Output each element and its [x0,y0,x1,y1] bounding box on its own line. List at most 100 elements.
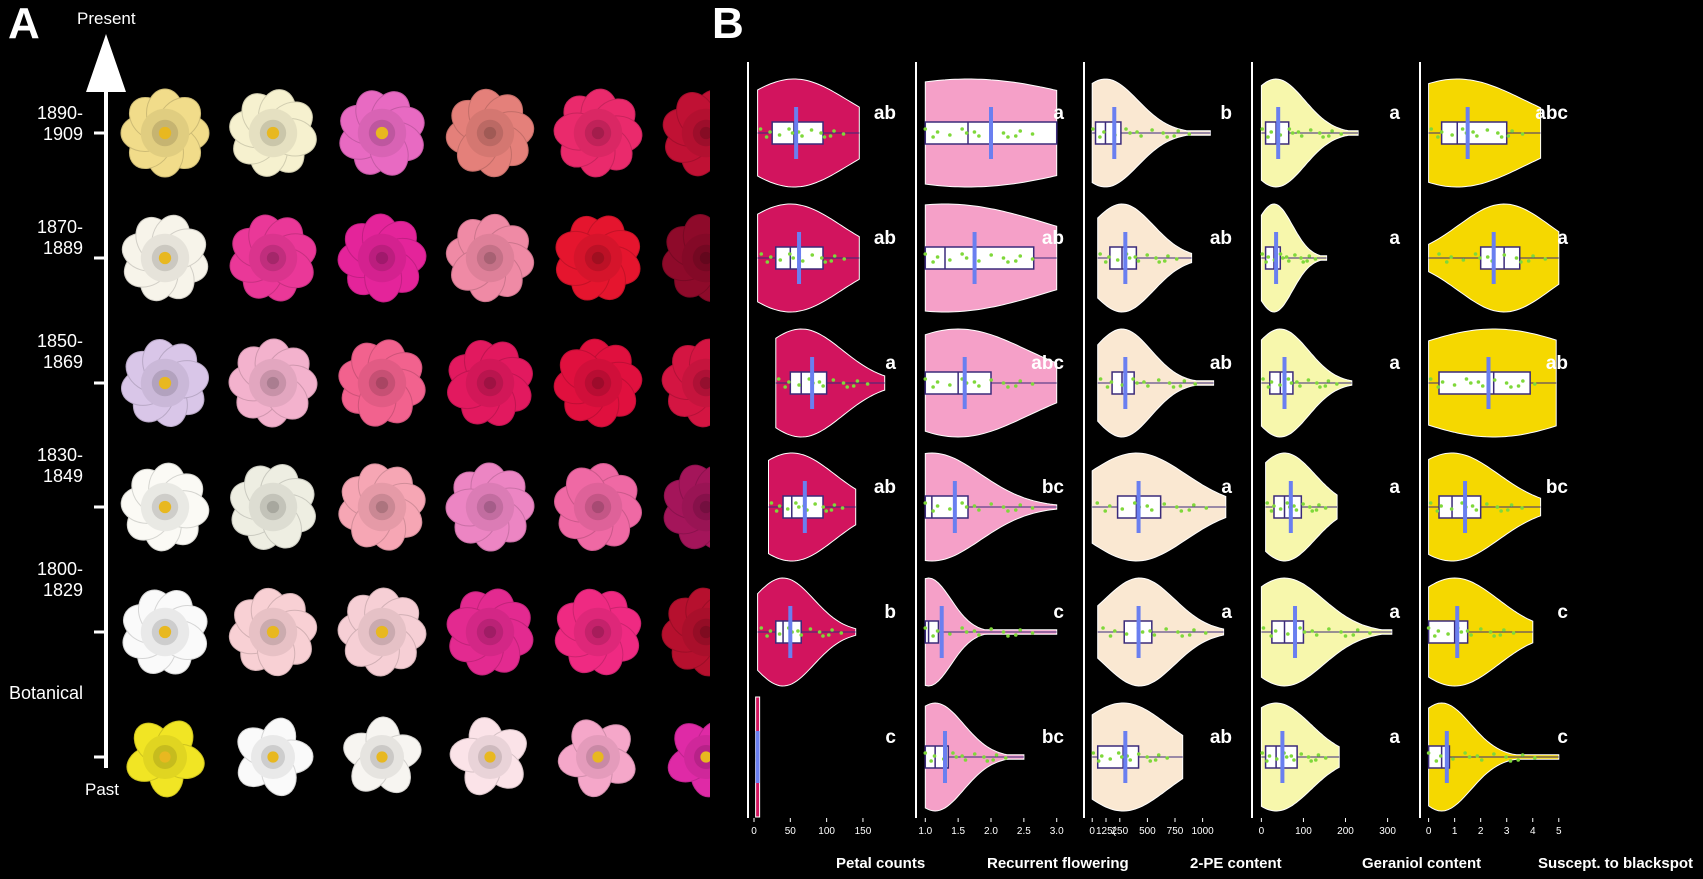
data-point [1287,127,1292,131]
data-point [1156,753,1161,757]
data-point [832,254,837,258]
x-tick-label: 1.5 [951,826,965,837]
data-point [1306,755,1311,759]
data-point [1459,630,1464,634]
data-point [1187,633,1192,637]
data-point [982,755,986,759]
flower-image [343,716,422,794]
data-point [758,127,763,131]
x-tick-label: 0 [1426,826,1432,837]
x-tick-label: 200 [1337,826,1354,837]
data-point [1461,258,1466,262]
data-point [1006,135,1010,139]
box [1438,371,1531,395]
data-point [1285,501,1290,505]
data-point [1335,382,1339,386]
xlabel-blackspot: Suscept. to blackspot [1538,855,1694,872]
x-tick-label: 4 [1530,826,1536,837]
data-point [1098,135,1102,139]
data-point [778,258,783,262]
data-point [1301,502,1305,506]
data-point [777,632,782,636]
data-point [1018,129,1023,133]
data-point [1460,127,1465,131]
data-point [1301,260,1306,264]
data-point [777,133,782,137]
x-tick-label: 100 [818,826,835,837]
flower-image [337,587,427,677]
data-point [1327,134,1331,138]
data-point [851,384,856,388]
data-point [1355,628,1360,632]
x-tick-label: 3.0 [1050,826,1064,837]
data-point [1532,382,1537,386]
data-point [1476,380,1481,384]
data-point [1290,131,1295,135]
data-point [800,134,804,138]
flower-image [447,340,533,426]
data-point [1203,631,1208,635]
data-point [764,135,769,139]
data-point [1492,752,1496,756]
violin-4: c [1426,577,1568,687]
significance-letter: ab [874,477,896,498]
data-point [1018,379,1023,383]
violin-panel: 0 100 200 300 a a a a a a [1251,62,1400,837]
data-point [1128,758,1133,762]
data-point [1471,130,1475,134]
data-point [826,633,831,637]
data-point [1460,501,1464,505]
data-point [821,384,825,388]
data-point [828,134,833,138]
data-point [1112,629,1117,633]
data-point [1269,380,1274,384]
data-point [1176,630,1180,634]
data-point [1133,255,1138,259]
significance-letter: a [1221,477,1232,498]
data-point [790,131,795,135]
violin-3: bc [923,452,1065,562]
violin-2: ab [1097,328,1232,438]
data-point [977,508,981,512]
data-point [1533,756,1537,760]
significance-letter: bc [1042,727,1065,748]
flower-image [228,587,318,677]
data-point [855,379,860,383]
data-point [1475,754,1480,758]
data-point [1172,134,1177,138]
data-point [822,135,827,139]
data-point [1510,129,1514,133]
data-point [1152,633,1157,637]
x-tick-label: 125( [1096,826,1117,837]
panel-label-b: B [712,0,744,48]
box [1438,495,1482,519]
data-point [1119,755,1124,759]
data-point [1464,377,1469,381]
data-point [1485,502,1489,506]
data-point [1428,377,1433,381]
data-point [1309,759,1313,763]
data-point [1261,377,1265,381]
flower-image [662,89,710,177]
data-point [1299,134,1304,138]
data-point [1339,132,1343,136]
violin-4: a [1260,577,1400,687]
data-point [923,751,928,755]
significance-letter: bc [1042,477,1065,498]
data-point [1278,507,1283,511]
data-point [1299,752,1304,756]
data-point [1439,130,1444,134]
data-point [1013,384,1018,388]
data-point [1018,503,1023,507]
significance-letter: ab [1210,353,1232,374]
flower-image [553,338,643,428]
flower-image [229,214,317,302]
period-label-1830: 1830- 1849 [36,445,83,486]
violin-1: ab [1097,203,1232,313]
data-point [1260,127,1265,131]
flower-image [338,339,426,427]
significance-letter: a [1053,103,1064,124]
data-point [1306,378,1311,382]
data-point [931,509,935,513]
data-point [1327,627,1331,631]
